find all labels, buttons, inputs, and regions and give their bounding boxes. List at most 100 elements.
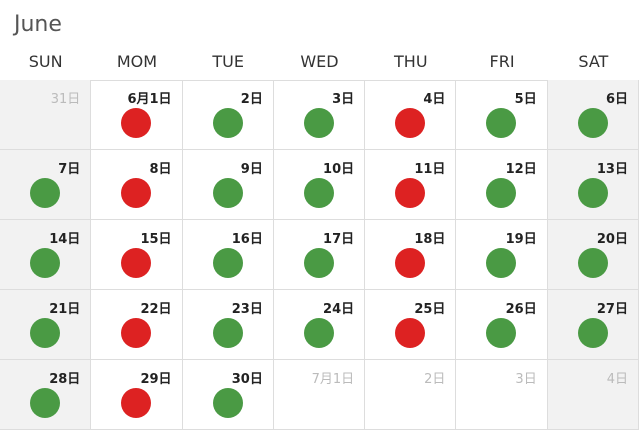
day-label: 20日 <box>596 232 628 247</box>
day-cell[interactable]: 7月1日 <box>273 360 366 430</box>
status-dot <box>303 108 334 138</box>
day-label: 27日 <box>596 302 628 317</box>
day-label: 23日 <box>231 302 263 317</box>
day-cell[interactable]: 18日 <box>365 220 457 290</box>
status-dot <box>486 318 517 348</box>
day-cell[interactable]: 22日 <box>91 290 183 360</box>
day-label: 3日 <box>515 372 537 387</box>
day-cell[interactable]: 24日 <box>273 290 366 360</box>
day-label: 29日 <box>140 372 172 387</box>
month-title: June <box>14 12 62 37</box>
weekday-header: MOM <box>116 52 158 71</box>
day-cell[interactable]: 3日 <box>273 80 366 150</box>
status-dot <box>577 318 608 348</box>
day-cell[interactable]: 13日 <box>547 150 639 220</box>
day-cell[interactable]: 29日 <box>91 360 183 430</box>
day-cell[interactable]: 2日 <box>365 360 457 430</box>
day-cell[interactable]: 30日 <box>182 360 274 430</box>
weekday-header: FRI <box>489 52 515 71</box>
day-cell[interactable]: 6月1日 <box>91 80 183 150</box>
day-label: 2日 <box>240 92 263 107</box>
weekday-header: SUN <box>28 52 63 71</box>
day-label: 12日 <box>505 162 537 177</box>
status-dot <box>30 248 60 278</box>
day-cell[interactable]: 16日 <box>182 220 274 290</box>
status-dot <box>212 318 243 348</box>
day-label: 10日 <box>323 162 355 177</box>
day-label: 26日 <box>505 302 537 317</box>
status-dot <box>577 108 608 138</box>
day-cell[interactable]: 7日 <box>0 150 92 220</box>
status-dot <box>486 248 517 278</box>
status-dot <box>121 318 152 348</box>
status-dot <box>212 248 243 278</box>
status-dot <box>303 248 334 278</box>
day-label: 6日 <box>605 92 628 107</box>
day-label: 24日 <box>323 302 355 317</box>
status-dot <box>212 178 243 208</box>
day-label: 8日 <box>149 162 172 177</box>
day-cell[interactable]: 25日 <box>365 290 457 360</box>
day-label: 5日 <box>514 92 537 107</box>
status-dot <box>577 248 608 278</box>
day-cell[interactable]: 23日 <box>182 290 274 360</box>
day-cell[interactable]: 5日 <box>456 80 548 150</box>
day-cell[interactable]: 20日 <box>547 220 639 290</box>
status-dot <box>212 388 243 418</box>
day-cell[interactable]: 9日 <box>182 150 274 220</box>
day-cell[interactable]: 11日 <box>365 150 457 220</box>
day-label: 7月1日 <box>311 372 355 387</box>
day-cell[interactable]: 10日 <box>273 150 366 220</box>
status-dot <box>303 178 334 208</box>
weekday-header: SAT <box>578 52 609 71</box>
day-label: 11日 <box>414 162 446 177</box>
status-dot <box>395 108 426 138</box>
day-label: 19日 <box>505 232 537 247</box>
day-cell[interactable]: 19日 <box>456 220 548 290</box>
day-cell[interactable]: 12日 <box>456 150 548 220</box>
day-cell[interactable]: 28日 <box>0 360 92 430</box>
status-dot <box>30 178 60 208</box>
status-dot <box>30 388 60 418</box>
day-label: 2日 <box>424 372 446 387</box>
day-cell[interactable]: 3日 <box>456 360 548 430</box>
status-dot <box>121 248 152 278</box>
weekday-header: TUE <box>212 52 244 71</box>
status-dot <box>395 248 426 278</box>
day-cell[interactable]: 27日 <box>547 290 639 360</box>
day-label: 30日 <box>231 372 263 387</box>
day-cell[interactable]: 15日 <box>91 220 183 290</box>
day-cell[interactable]: 21日 <box>0 290 92 360</box>
status-dot <box>303 318 334 348</box>
day-label: 9日 <box>240 162 263 177</box>
day-cell[interactable]: 8日 <box>91 150 183 220</box>
day-label: 22日 <box>140 302 172 317</box>
day-label: 16日 <box>231 232 263 247</box>
day-label: 17日 <box>323 232 355 247</box>
status-dot <box>486 178 517 208</box>
status-dot <box>395 178 426 208</box>
day-label: 21日 <box>49 302 81 317</box>
status-dot <box>121 178 152 208</box>
day-label: 14日 <box>49 232 81 247</box>
day-cell[interactable]: 14日 <box>0 220 92 290</box>
day-cell[interactable]: 4日 <box>365 80 457 150</box>
day-cell[interactable]: 6日 <box>547 80 639 150</box>
day-label: 4日 <box>606 372 628 387</box>
day-label: 15日 <box>140 232 172 247</box>
day-label: 6月1日 <box>127 92 172 107</box>
weekday-header: THU <box>394 52 428 71</box>
day-cell[interactable]: 26日 <box>456 290 548 360</box>
day-label: 31日 <box>50 92 81 107</box>
grid-border <box>0 80 639 81</box>
day-cell[interactable]: 4日 <box>547 360 639 430</box>
status-dot <box>121 388 152 418</box>
day-cell[interactable]: 2日 <box>182 80 274 150</box>
weekday-header: WED <box>300 52 339 71</box>
day-cell[interactable]: 17日 <box>273 220 366 290</box>
status-dot <box>577 178 608 208</box>
day-label: 3日 <box>332 92 355 107</box>
status-dot <box>30 318 60 348</box>
day-cell[interactable]: 31日 <box>0 80 92 150</box>
status-dot <box>395 318 426 348</box>
